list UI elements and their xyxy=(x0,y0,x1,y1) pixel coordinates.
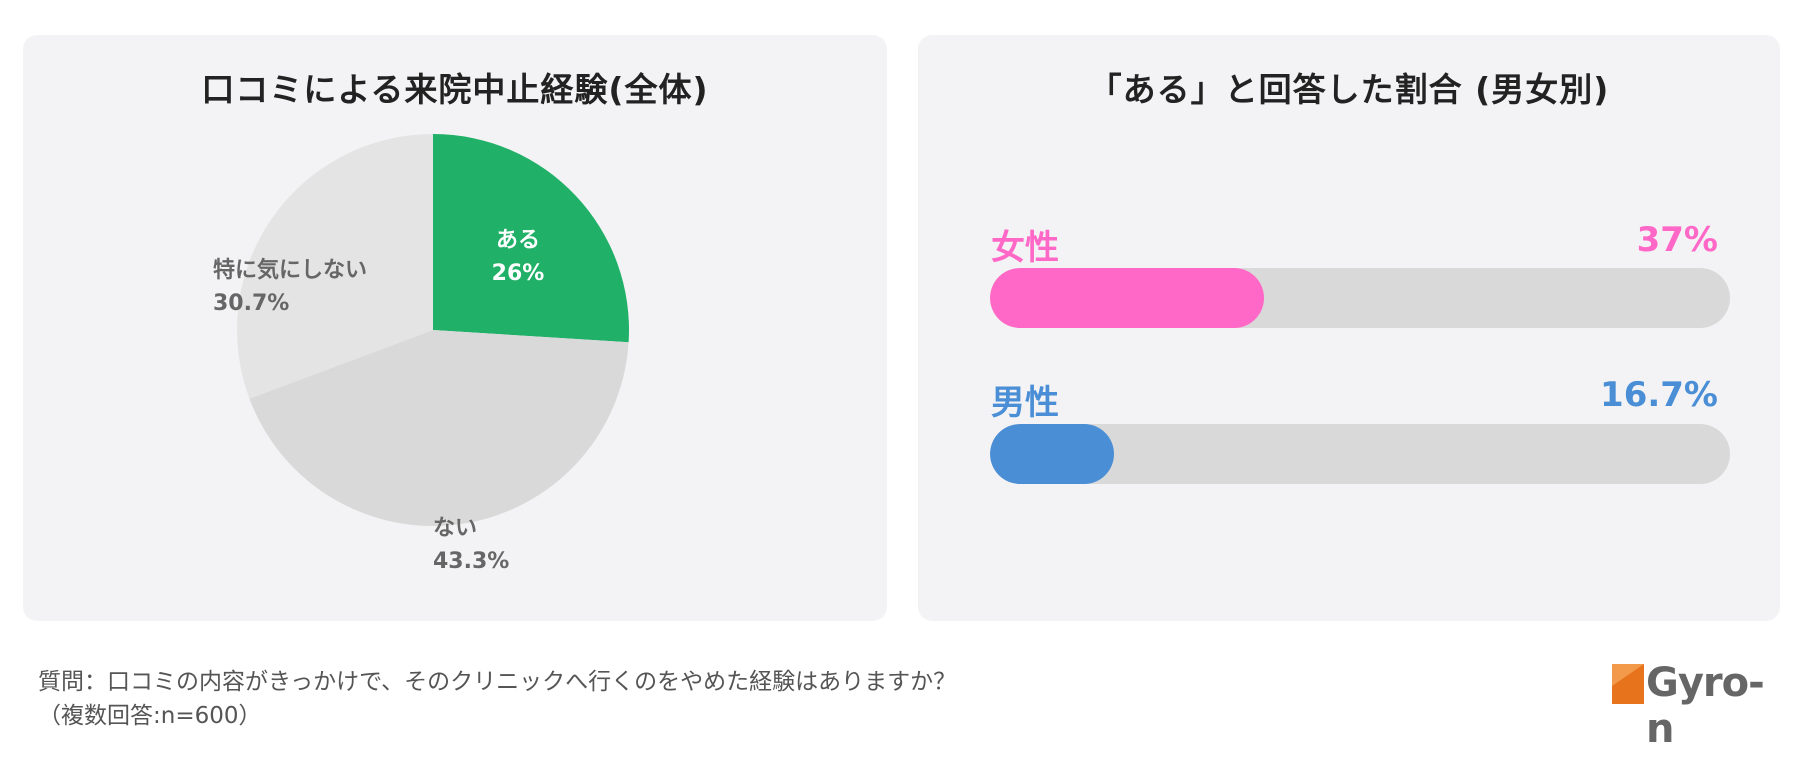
bar-chart-title: 「ある」と回答した割合 (男女別) xyxy=(1088,70,1610,109)
pie-chart: ある 26% ない 43.3% 特に気にしない 30.7% xyxy=(213,134,629,574)
bar-fill-male xyxy=(990,424,1114,484)
pie-label-nai: ない 43.3% xyxy=(433,516,509,574)
pie-chart-title: 口コミによる来院中止経験(全体) xyxy=(201,70,709,109)
logo-text: Gyro-n xyxy=(1646,660,1765,752)
bar-value-male: 16.7% xyxy=(1600,375,1718,415)
bar-track-female xyxy=(990,268,1730,328)
bar-fill-female xyxy=(990,268,1264,328)
pie-label-tokuni: 特に気にしない 30.7% xyxy=(213,257,367,316)
pie-slice-aru xyxy=(433,134,629,343)
bar-chart-panel: 「ある」と回答した割合 (男女別) 女性 37% 男性 16.7% xyxy=(918,35,1780,621)
bar-track-male xyxy=(990,424,1730,484)
pie-slice-nai xyxy=(249,330,629,526)
pie-slice-tokuni xyxy=(236,134,433,399)
bar-label-female: 女性 xyxy=(991,228,1059,268)
bar-label-male: 男性 xyxy=(991,383,1059,423)
gyron-logo: Gyro-n xyxy=(1612,660,1784,752)
pie-chart-panel: 口コミによる来院中止経験(全体) ある 26% ない 43.3% 特に気にしない 30.7… xyxy=(23,35,887,621)
question-text: 質問：口コミの内容がきっかけで、そのクリニックへ行くのをやめた経験はありますか？ xyxy=(38,669,957,695)
sample-size-note: （複数回答:n=600） xyxy=(38,703,262,729)
bar-value-female: 37% xyxy=(1636,220,1718,260)
pie-label-aru: ある 26% xyxy=(492,228,545,286)
logo-mark-icon xyxy=(1612,664,1644,704)
